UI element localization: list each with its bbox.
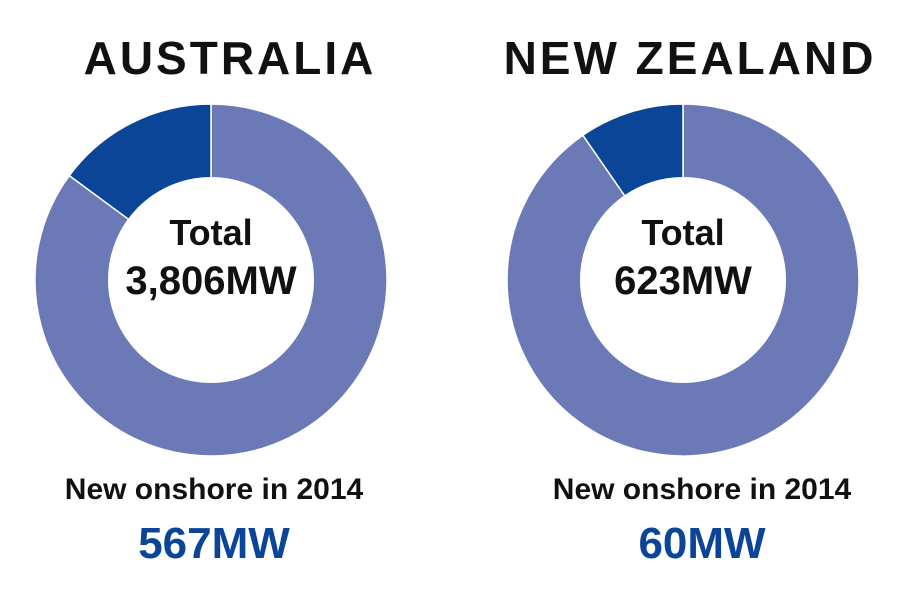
- new-onshore-caption: New onshore in 2014: [64, 473, 364, 506]
- existing-capacity-slice: [34, 103, 388, 457]
- new-zealand-panel: NEW ZEALAND Total 623MW New onshore in 2…: [460, 0, 920, 612]
- center-total-value: 623MW: [614, 259, 752, 303]
- australia-panel: AUSTRALIA Total 3,806MW New onshore in 2…: [34, 32, 388, 568]
- donut-hole: [580, 177, 786, 383]
- center-total-label: Total: [641, 212, 724, 253]
- new-onshore-value: 567MW: [138, 519, 290, 568]
- country-title: AUSTRALIA: [83, 32, 377, 84]
- center-total-label: Total: [169, 212, 252, 253]
- center-total-value: 3,806MW: [125, 259, 296, 303]
- donut-hole: [108, 177, 314, 383]
- country-title: NEW ZEALAND: [503, 32, 877, 84]
- new-onshore-value: 60MW: [638, 519, 766, 568]
- new-zealand-donut-chart: Total 623MW: [506, 103, 860, 457]
- new-onshore-caption: New onshore in 2014: [552, 473, 852, 506]
- australia-donut-chart: Total 3,806MW: [34, 103, 388, 457]
